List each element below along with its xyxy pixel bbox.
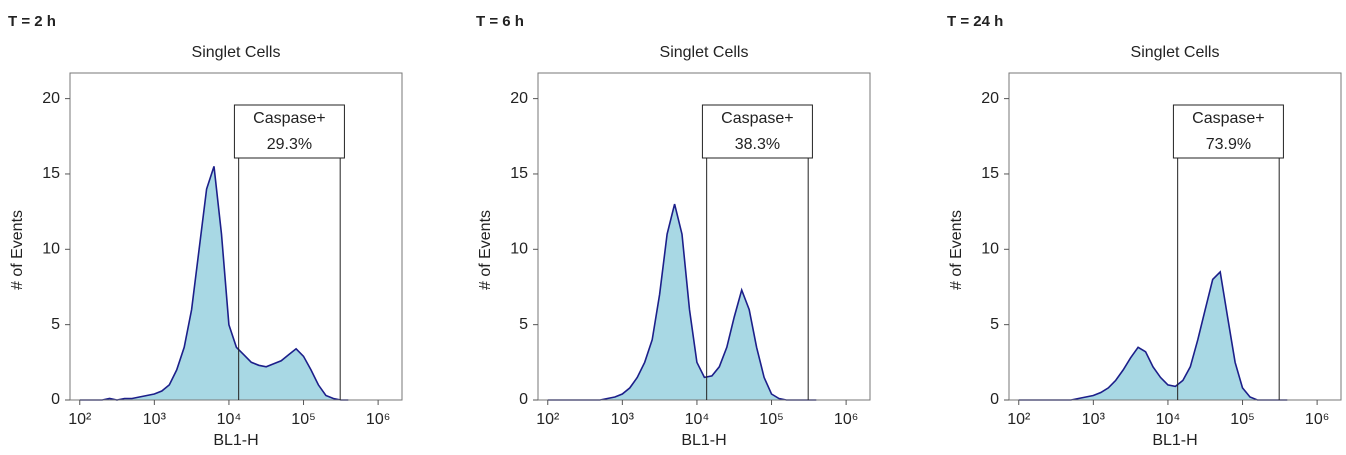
x-tick-label: 10³ — [143, 411, 167, 428]
y-axis-label: # of Events — [477, 210, 494, 290]
x-axis-label: BL1-H — [213, 432, 258, 449]
x-tick-label: 10³ — [611, 411, 635, 428]
x-tick-label: 10⁴ — [217, 411, 242, 428]
plot-frame — [1008, 72, 1342, 401]
y-tick-label: 5 — [990, 316, 999, 333]
gate-name: Caspase+ — [1192, 110, 1265, 127]
y-tick-label: 5 — [51, 316, 60, 333]
x-tick-label: 10⁵ — [291, 411, 315, 428]
gate-label-box — [1172, 104, 1284, 159]
chart-title: Singlet Cells — [660, 44, 749, 61]
x-tick-label: 10⁶ — [366, 411, 390, 428]
area — [79, 166, 349, 400]
area — [547, 204, 817, 400]
panel: T = 24 h Singlet Cells BL1-H # of Events 10²… — [947, 13, 1342, 449]
gate-value: 73.9% — [1206, 136, 1251, 153]
y-tick-label: 0 — [51, 391, 60, 408]
panel-label: T = 2 h — [8, 13, 56, 30]
y-tick-label: 15 — [510, 165, 528, 182]
chart-title: Singlet Cells — [1131, 44, 1220, 61]
x-tick-label: 10⁴ — [685, 411, 710, 428]
gate-value: 29.3% — [267, 136, 312, 153]
gate-label-box — [233, 104, 345, 159]
y-tick-label: 0 — [990, 391, 999, 408]
y-tick-label: 10 — [510, 241, 528, 258]
y-tick-label: 20 — [510, 90, 528, 107]
x-tick-label: 10⁵ — [759, 411, 783, 428]
plot-frame — [537, 72, 871, 401]
y-tick-label: 15 — [42, 165, 60, 182]
area — [1018, 271, 1288, 400]
line — [79, 166, 349, 401]
x-tick-label: 10² — [68, 411, 92, 428]
x-axis-label: BL1-H — [1152, 432, 1197, 449]
panel-label: T = 6 h — [476, 13, 524, 30]
x-tick-label: 10⁴ — [1156, 411, 1181, 428]
y-tick-label: 15 — [981, 165, 999, 182]
x-tick-label: 10³ — [1082, 411, 1106, 428]
gate-name: Caspase+ — [721, 110, 794, 127]
panel: T = 6 h Singlet Cells BL1-H # of Events 10² 1… — [476, 13, 871, 449]
x-tick-label: 10⁶ — [834, 411, 858, 428]
gate-label-box — [701, 104, 813, 159]
y-tick-label: 20 — [981, 90, 999, 107]
panel-label: T = 24 h — [947, 13, 1003, 30]
gate-name: Caspase+ — [253, 110, 326, 127]
y-axis-label: # of Events — [948, 210, 965, 290]
x-tick-label: 10² — [1007, 411, 1031, 428]
x-tick-label: 10⁶ — [1305, 411, 1329, 428]
y-tick-label: 10 — [981, 241, 999, 258]
y-axis-label: # of Events — [9, 210, 26, 290]
x-tick-label: 10² — [536, 411, 560, 428]
gate-value: 38.3% — [735, 136, 780, 153]
plot-frame — [69, 72, 403, 401]
x-tick-label: 10⁵ — [1230, 411, 1254, 428]
y-tick-label: 20 — [42, 90, 60, 107]
y-tick-label: 5 — [519, 316, 528, 333]
x-axis-label: BL1-H — [681, 432, 726, 449]
y-tick-label: 0 — [519, 391, 528, 408]
y-tick-label: 10 — [42, 241, 60, 258]
chart-title: Singlet Cells — [192, 44, 281, 61]
panel: T = 2 h Singlet Cells BL1-H # of Events 10² 1… — [8, 13, 403, 449]
